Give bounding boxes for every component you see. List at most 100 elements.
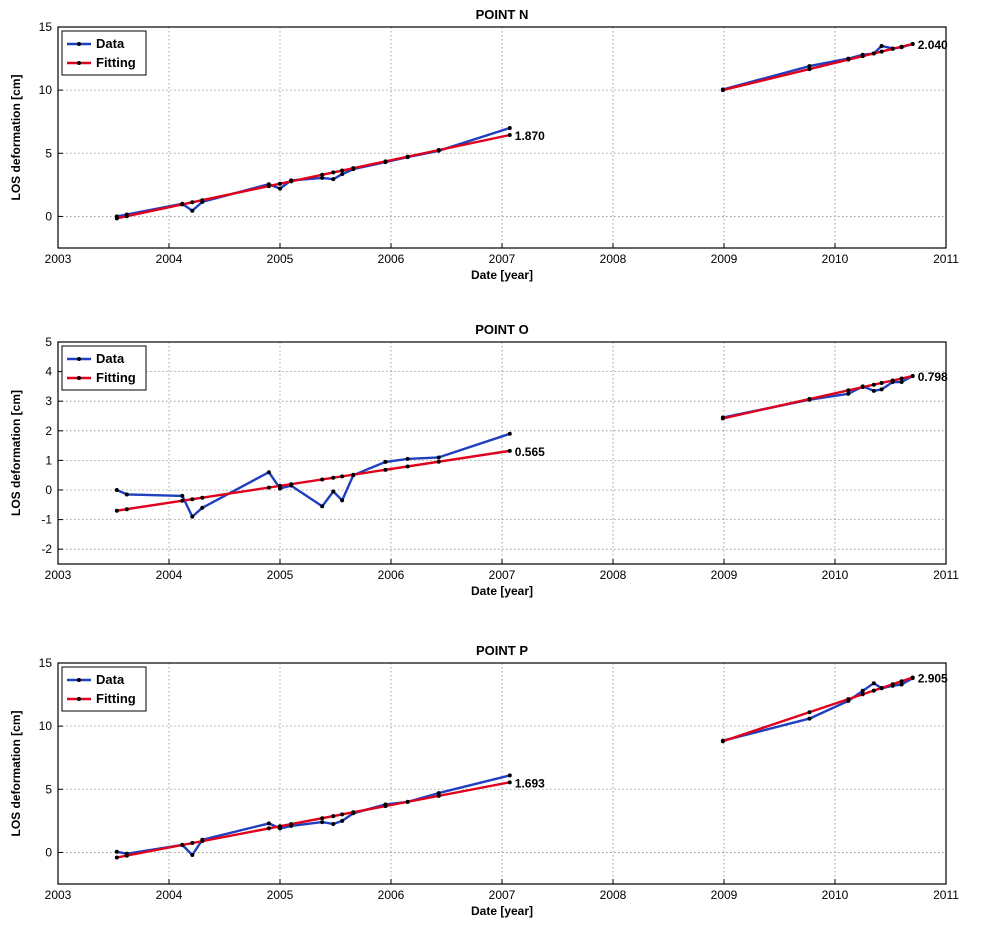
- chart-2-legend-box: [61, 345, 147, 391]
- chart-1-annotation-1: 1.870: [515, 129, 545, 143]
- chart-2-y-tick-label--2: -2: [41, 542, 52, 556]
- chart-1-fitting-point-1-3: [180, 202, 185, 207]
- chart-1-fitting-point-1-7: [278, 181, 282, 186]
- chart-2-x-tick-label-2005: 2005: [267, 568, 294, 582]
- chart-3-fitting-point-1-3: [180, 842, 185, 847]
- chart-2-data-point-1-14: [405, 456, 410, 461]
- chart-3-fitting-point-2-2: [807, 710, 812, 715]
- chart-1-fitting-point-1-6: [266, 184, 271, 189]
- chart-3-fitting-point-1-11: [340, 812, 345, 817]
- chart-3-fitting-point-1-12: [351, 810, 356, 815]
- chart-3-data-point-2-4: [860, 688, 865, 693]
- chart-2-fitting-point-1-7: [278, 483, 282, 488]
- chart-3-y-axis-label: LOS deformation [cm]: [9, 710, 23, 836]
- chart-2-data-point-1-11: [340, 498, 345, 503]
- chart-2-fitting-point-1-10: [331, 475, 336, 480]
- chart-1-fitting-point-1-14: [405, 154, 410, 159]
- chart-2-data-point-1-3: [180, 493, 185, 498]
- chart-2-legend-marker-data: [77, 357, 81, 361]
- chart-1-y-tick-label-15: 15: [39, 20, 53, 34]
- chart-1-fitting-point-1-10: [331, 170, 336, 175]
- chart-1-fitting-point-1-15: [436, 148, 441, 153]
- chart-1-data-point-1-7: [278, 186, 282, 191]
- chart-1-y-axis-label: LOS deformation [cm]: [9, 74, 23, 200]
- chart-2-legend-marker-fitting: [77, 376, 81, 380]
- chart-3-data-point-1-16: [507, 773, 512, 778]
- chart-3-y-tick-label-15: 15: [39, 656, 53, 670]
- chart-1-y-tick-label-10: 10: [39, 83, 53, 97]
- chart-3-fitting-point-1-2: [124, 853, 129, 858]
- chart-2-y-tick-label-1: 1: [45, 453, 52, 467]
- chart-2-x-tick-label-2010: 2010: [822, 568, 849, 582]
- chart-2-data-point-1-9: [320, 504, 325, 509]
- chart-2-annotation-2: 0.798: [918, 370, 948, 384]
- chart-2-fitting-point-1-3: [180, 498, 185, 503]
- chart-2-y-axis-label: LOS deformation [cm]: [9, 390, 23, 516]
- chart-1-fitting-point-2-6: [879, 49, 884, 54]
- chart-3-data-point-1-15: [436, 791, 441, 796]
- chart-3-fitting-point-1-10: [331, 814, 336, 819]
- chart-3-legend-label-fitting: Fitting: [96, 691, 136, 706]
- chart-2-y-tick-label-0: 0: [45, 483, 52, 497]
- chart-2-fitting-point-2-6: [879, 380, 884, 385]
- chart-2-fitting-point-1-15: [436, 459, 441, 464]
- chart-2-x-tick-label-2007: 2007: [489, 568, 516, 582]
- chart-1-fitting-point-2-2: [807, 67, 812, 72]
- chart-1-legend-label-fitting: Fitting: [96, 55, 136, 70]
- chart-2-data-point-1-5: [200, 505, 205, 510]
- chart-2-fitting-point-1-2: [124, 507, 129, 512]
- chart-2-y-tick-label-2: 2: [45, 424, 52, 438]
- chart-1-fitting-point-1-5: [200, 198, 205, 203]
- chart-1-legend-marker-data: [77, 42, 81, 46]
- chart-1-x-tick-label-2010: 2010: [822, 252, 849, 266]
- chart-3-y-tick-label-0: 0: [45, 845, 52, 859]
- chart-1-data-point-2-2: [807, 64, 812, 69]
- chart-1-data-point-1-9: [320, 175, 325, 180]
- chart-2-y-tick-label--1: -1: [41, 513, 52, 527]
- chart-3-data-point-1-1: [114, 849, 119, 854]
- chart-2-data-point-2-8: [899, 379, 904, 384]
- chart-3-data-point-2-2: [807, 716, 812, 721]
- chart-3-x-tick-label-2004: 2004: [156, 888, 183, 902]
- chart-1-fitting-point-2-7: [890, 46, 895, 51]
- chart-3-fitting-point-1-5: [200, 839, 205, 844]
- chart-3-legend-marker-fitting: [77, 697, 81, 701]
- chart-3-fitting-point-1-7: [278, 824, 282, 829]
- chart-2-fitting-point-1-12: [351, 472, 356, 477]
- chart-2-fitting-point-1-8: [289, 482, 294, 487]
- chart-3-annotation-1: 1.693: [515, 776, 545, 790]
- chart-1-fitting-point-2-5: [871, 51, 876, 56]
- chart-1-data-point-2-6: [879, 43, 884, 48]
- chart-1-fitting-point-1-1: [114, 216, 119, 221]
- chart-2-fitting-point-2-2: [807, 397, 812, 402]
- chart-2-fitting-point-2-4: [860, 385, 865, 390]
- chart-2-x-tick-label-2009: 2009: [711, 568, 738, 582]
- chart-3-fitting-point-1-8: [289, 822, 294, 827]
- chart-3-legend: Data Fitting: [61, 666, 147, 712]
- chart-2-data-point-2-6: [879, 387, 884, 392]
- chart-3-fitting-point-2-1: [720, 739, 725, 744]
- chart-2-y-tick-label-4: 4: [45, 365, 52, 379]
- chart-3-x-tick-label-2007: 2007: [489, 888, 516, 902]
- chart-2-annotation-1: 0.565: [515, 445, 545, 459]
- chart-2-data-point-2-5: [871, 388, 876, 393]
- chart-2-x-tick-label-2008: 2008: [600, 568, 627, 582]
- chart-1-fitting-point-2-4: [860, 54, 865, 59]
- chart-1-x-tick-label-2003: 2003: [45, 252, 72, 266]
- chart-1-x-axis-label: Date [year]: [471, 268, 533, 282]
- chart-2-data-point-1-13: [383, 459, 388, 464]
- chart-3-fitting-point-1-9: [320, 816, 325, 821]
- chart-2-x-axis-label: Date [year]: [471, 584, 533, 598]
- chart-2-data-point-1-2: [124, 492, 129, 497]
- chart-2-data-point-2-3: [846, 391, 851, 396]
- chart-3-y-tick-label-5: 5: [45, 782, 52, 796]
- chart-3-data-point-1-4: [190, 852, 195, 857]
- chart-2-data-point-1-1: [114, 488, 119, 492]
- chart-2-fitting-point-1-16: [507, 448, 512, 453]
- chart-3-data-point-1-10: [331, 822, 336, 827]
- chart-1-fitting-point-1-9: [320, 172, 325, 177]
- chart-1-x-tick-label-2011: 2011: [933, 252, 959, 266]
- chart-3-legend-label-data: Data: [96, 672, 125, 687]
- chart-2-title: POINT O: [475, 322, 528, 337]
